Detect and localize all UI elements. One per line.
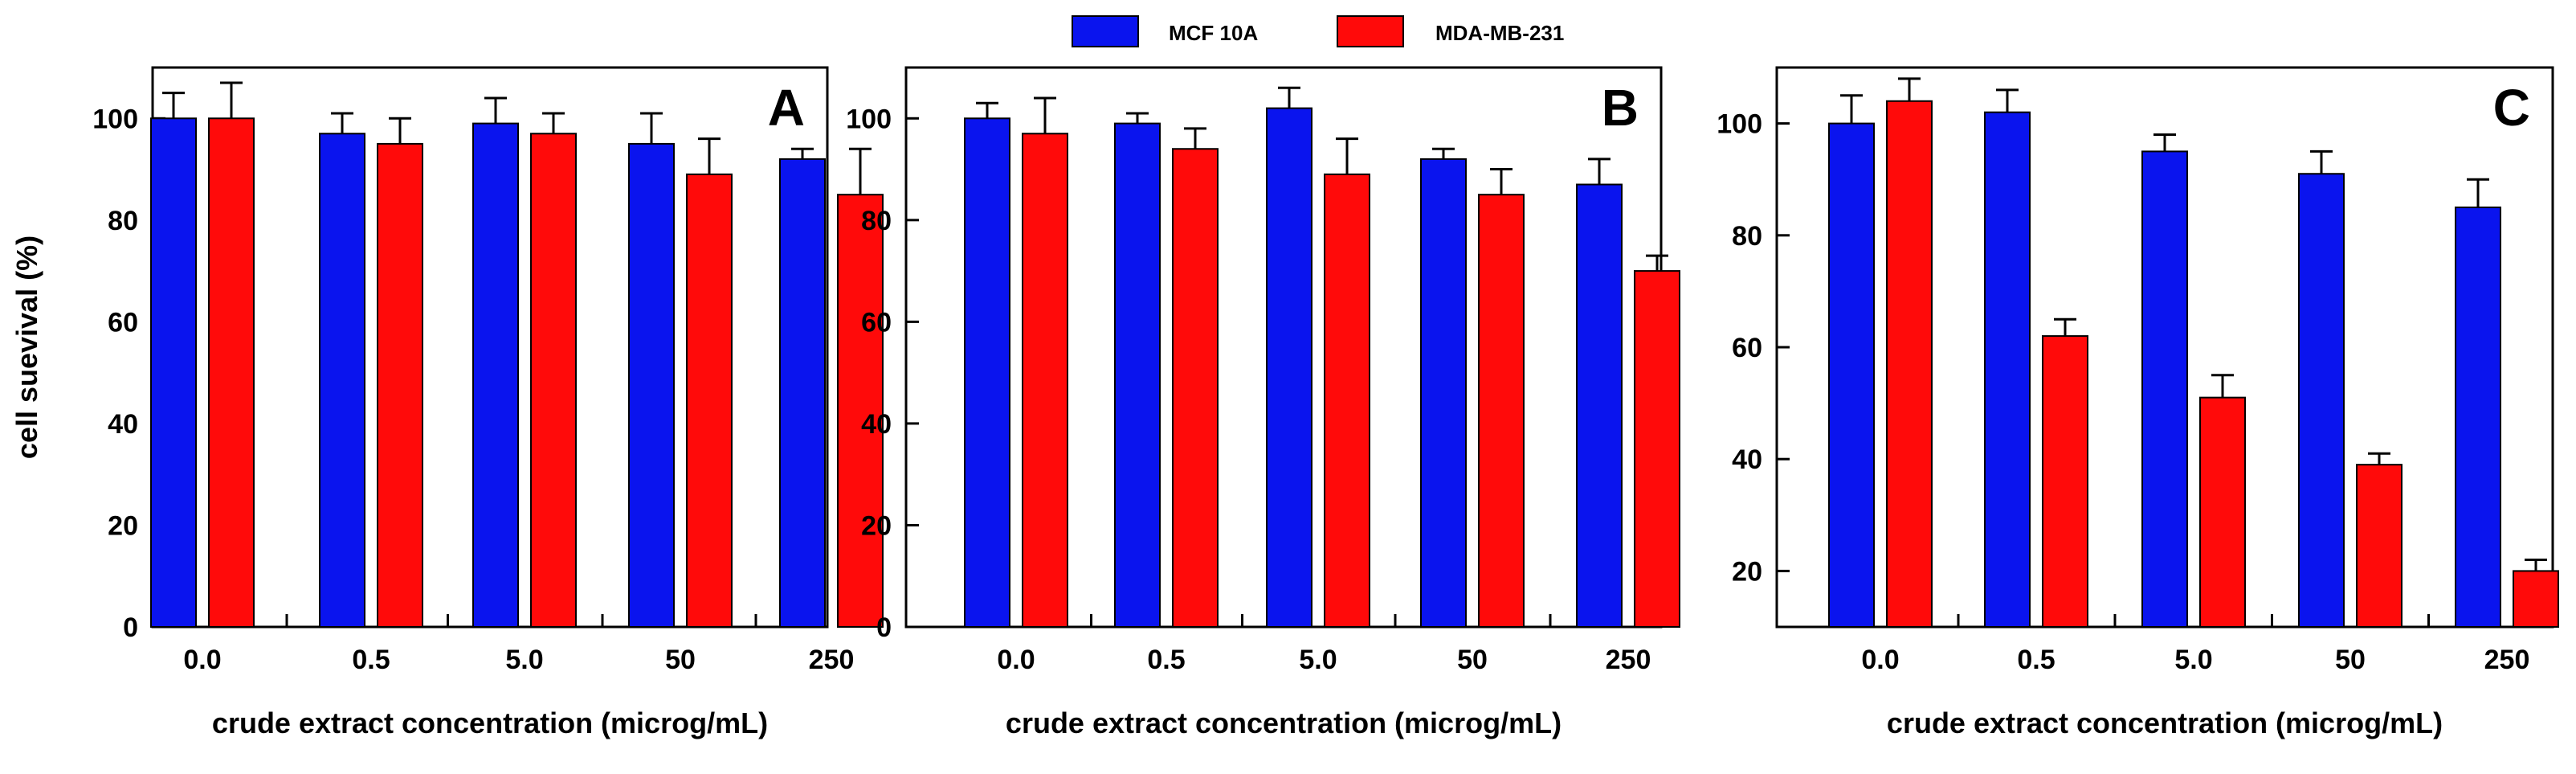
bar-mda-250 bbox=[1634, 270, 1680, 628]
x-tick-label: 0.5 bbox=[2017, 645, 2055, 675]
bar-mda-50 bbox=[686, 173, 733, 628]
bar-mcf10a-5.0 bbox=[1266, 107, 1312, 629]
y-tick-label: 40 bbox=[1732, 444, 1762, 475]
x-tick-label: 5.0 bbox=[2174, 645, 2212, 675]
bar-mcf10a-0.5 bbox=[1114, 122, 1161, 629]
x-tick-label: 250 bbox=[2484, 645, 2530, 675]
y-tick-label: 100 bbox=[92, 104, 138, 134]
bar-mda-0.0 bbox=[1022, 133, 1068, 629]
bar-mcf10a-250 bbox=[1576, 183, 1623, 628]
bar-mcf10a-0.5 bbox=[1984, 111, 2031, 628]
x-tick-label: 0.5 bbox=[352, 645, 390, 675]
x-axis-title: crude extract concentration (microg/mL) bbox=[1887, 706, 2443, 739]
x-axis-title: crude extract concentration (microg/mL) bbox=[1006, 706, 1562, 739]
bar-mda-5.0 bbox=[1324, 173, 1370, 628]
x-tick-label: 0.0 bbox=[1861, 645, 1899, 675]
bar-mda-250 bbox=[2513, 570, 2559, 629]
legend-label-mcf10a: MCF 10A bbox=[1169, 21, 1258, 45]
x-tick-label: 0.0 bbox=[997, 645, 1035, 675]
chart-panel-a: 0 20 40 60 80 100 0.0 0.5 5.0 50 250 crude extract … bbox=[10, 66, 884, 739]
y-tick-label: 20 bbox=[108, 510, 138, 541]
y-tick-label: 100 bbox=[1717, 109, 1762, 140]
bar-mda-5.0 bbox=[530, 133, 577, 629]
x-tick-label: 250 bbox=[1606, 645, 1651, 675]
y-tick-label: 100 bbox=[846, 104, 892, 134]
y-tick-label: 80 bbox=[108, 206, 138, 236]
y-tick-label: 20 bbox=[861, 510, 892, 541]
chart-panel-c: 20 40 60 80 100 0.0 0.5 5.0 50 250 crude extract c… bbox=[1717, 66, 2559, 739]
bar-mda-0.0 bbox=[208, 117, 255, 629]
bar-mda-0.0 bbox=[1886, 100, 1933, 628]
bar-mda-250 bbox=[837, 194, 884, 628]
panel-letter: A bbox=[768, 79, 805, 137]
bar-mcf10a-0.5 bbox=[319, 133, 365, 629]
panel-letter: B bbox=[1602, 79, 1639, 137]
x-tick-label: 0.5 bbox=[1147, 645, 1185, 675]
x-tick-label: 5.0 bbox=[505, 645, 543, 675]
bar-mcf10a-50 bbox=[2298, 173, 2345, 629]
legend-swatch-mda bbox=[1337, 15, 1404, 47]
chart-panel-b: 0 20 40 60 80 100 0.0 0.5 5.0 50 250 crude extract … bbox=[846, 66, 1680, 739]
y-tick-label: 0 bbox=[876, 612, 892, 643]
x-tick-label: 50 bbox=[2335, 645, 2366, 675]
bar-mda-0.5 bbox=[1172, 148, 1219, 628]
bar-mda-0.5 bbox=[2042, 335, 2088, 628]
bar-mcf10a-0.0 bbox=[150, 117, 197, 629]
y-tick-label: 80 bbox=[861, 206, 892, 236]
x-tick-label: 5.0 bbox=[1299, 645, 1337, 675]
x-axis-title: crude extract concentration (microg/mL) bbox=[212, 706, 768, 739]
bar-mcf10a-5.0 bbox=[2141, 150, 2188, 628]
y-tick-label: 40 bbox=[108, 409, 138, 440]
bar-mcf10a-50 bbox=[628, 142, 675, 628]
legend-swatch-mcf10a bbox=[1072, 15, 1139, 47]
y-tick-label: 60 bbox=[1732, 333, 1762, 363]
y-tick-label: 80 bbox=[1732, 221, 1762, 252]
bar-mda-50 bbox=[1478, 194, 1525, 628]
y-tick-label: 0 bbox=[123, 612, 138, 643]
y-axis-title: cell suevival (%) bbox=[10, 235, 43, 459]
x-tick-label: 50 bbox=[1457, 645, 1488, 675]
x-tick-label: 250 bbox=[809, 645, 855, 675]
panel-letter: C bbox=[2493, 79, 2530, 137]
x-tick-label: 50 bbox=[665, 645, 696, 675]
y-tick-label: 40 bbox=[861, 409, 892, 440]
y-tick-label: 60 bbox=[861, 307, 892, 338]
bar-mcf10a-250 bbox=[2455, 207, 2501, 628]
bar-mcf10a-0.0 bbox=[964, 117, 1010, 629]
bar-mcf10a-250 bbox=[779, 158, 826, 628]
bar-mda-5.0 bbox=[2199, 396, 2246, 628]
legend: MCF 10A MDA-MB-231 bbox=[1072, 15, 1564, 47]
bar-mcf10a-50 bbox=[1420, 158, 1467, 628]
y-tick-label: 60 bbox=[108, 307, 138, 338]
y-tick-label: 20 bbox=[1732, 556, 1762, 587]
legend-label-mda: MDA-MB-231 bbox=[1435, 21, 1564, 45]
x-tick-label: 0.0 bbox=[183, 645, 221, 675]
bar-mda-50 bbox=[2356, 464, 2402, 628]
bar-mcf10a-5.0 bbox=[472, 122, 519, 629]
bar-mcf10a-0.0 bbox=[1828, 122, 1875, 629]
bar-mda-0.5 bbox=[377, 142, 423, 628]
